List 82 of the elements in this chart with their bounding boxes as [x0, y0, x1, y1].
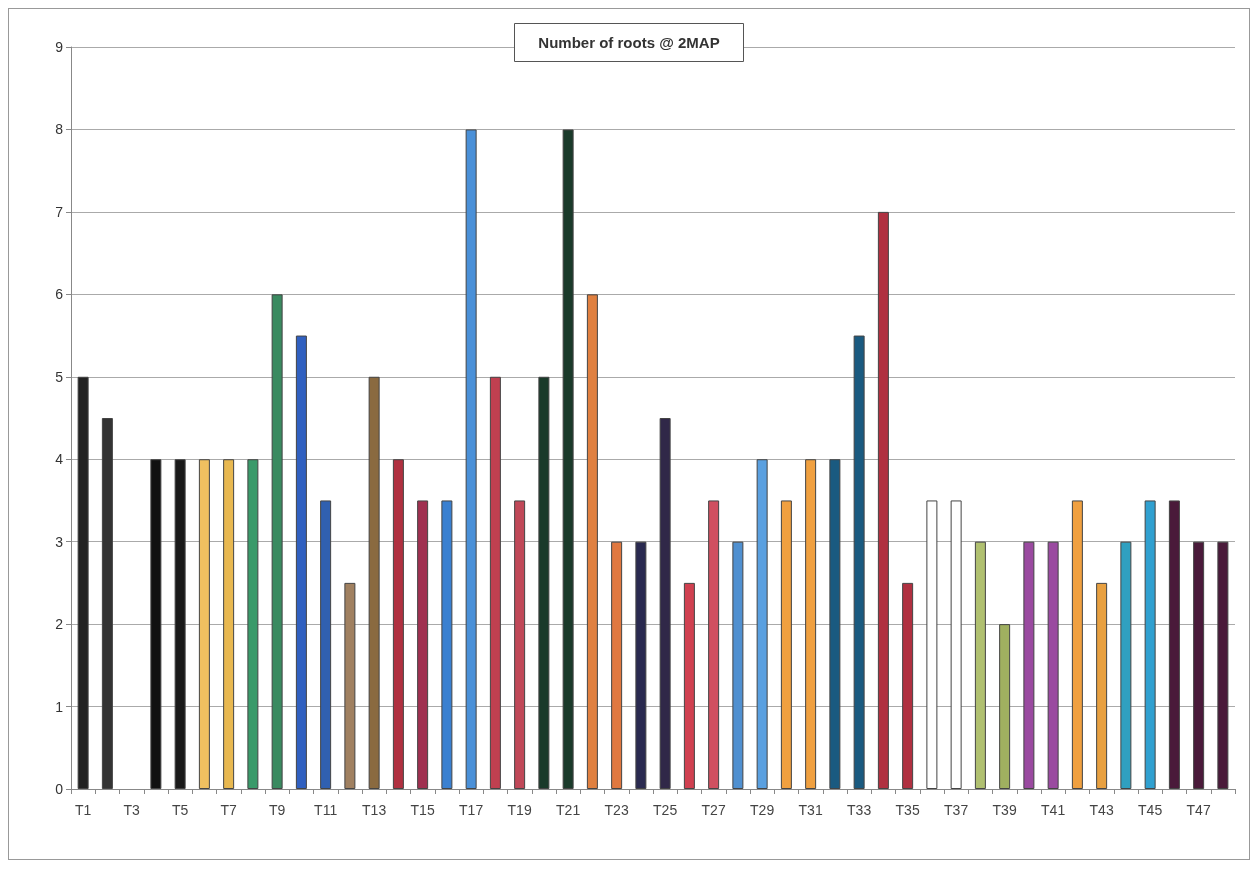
- x-tick-label: T27: [701, 802, 726, 818]
- bar: [465, 129, 477, 789]
- bar: [829, 459, 841, 789]
- x-tick-label: T5: [171, 802, 189, 818]
- x-tick-label: T19: [507, 802, 532, 818]
- chart-title: Number of roots @ 2MAP: [538, 34, 720, 51]
- bar: [586, 294, 598, 789]
- bar: [950, 500, 962, 789]
- bar: [174, 459, 186, 789]
- x-tick-label: T33: [847, 802, 872, 818]
- bar: [659, 418, 671, 789]
- bar: [417, 500, 429, 789]
- bar: [1071, 500, 1083, 789]
- bar: [295, 335, 307, 789]
- bar: [223, 459, 235, 789]
- x-tick-label: T9: [268, 802, 286, 818]
- bar: [853, 335, 865, 789]
- y-tick-label: 3: [55, 533, 64, 550]
- x-tick-label: T3: [123, 802, 140, 818]
- bar: [732, 541, 744, 789]
- bar: [780, 500, 792, 789]
- bar: [756, 459, 768, 789]
- bar: [271, 294, 283, 789]
- bar: [77, 376, 89, 789]
- bar: [1047, 541, 1059, 789]
- bar: [974, 541, 986, 789]
- x-tick-label: T17: [459, 802, 484, 818]
- bar: [538, 376, 550, 789]
- x-tick-label: T29: [750, 802, 775, 818]
- bar: [1217, 541, 1229, 789]
- bar: [1193, 541, 1205, 789]
- bar: [441, 500, 453, 789]
- y-tick-label: 9: [55, 39, 64, 55]
- bar: [1120, 541, 1132, 789]
- y-tick-label: 6: [55, 286, 64, 303]
- bar: [708, 500, 720, 789]
- x-tick-label: T35: [895, 802, 920, 818]
- x-tick-label: T7: [220, 802, 237, 818]
- x-tick-label: T31: [798, 802, 823, 818]
- bar: [562, 129, 574, 789]
- bar: [198, 459, 210, 789]
- x-tick-label: T37: [944, 802, 969, 818]
- bar: [1023, 541, 1035, 789]
- x-tick-label: T47: [1186, 802, 1211, 818]
- bar: [150, 459, 162, 789]
- bar: [101, 418, 113, 789]
- y-tick-label: 4: [55, 451, 64, 468]
- x-tick-label: T13: [362, 802, 387, 818]
- x-tick-label: T39: [992, 802, 1017, 818]
- x-tick-label: T21: [556, 802, 581, 818]
- y-tick-label: 1: [55, 698, 64, 715]
- bar: [877, 211, 889, 789]
- x-tick-label: T41: [1041, 802, 1066, 818]
- bar: [247, 459, 259, 789]
- bar: [1096, 582, 1108, 789]
- x-tick-label: T45: [1138, 802, 1163, 818]
- x-tick-label: T43: [1089, 802, 1114, 818]
- x-tick-label: T25: [653, 802, 678, 818]
- y-tick-label: 8: [55, 121, 64, 138]
- y-tick-label: 5: [55, 368, 64, 385]
- bar: [635, 541, 647, 789]
- bar: [320, 500, 332, 789]
- bar: [805, 459, 817, 789]
- bar: [514, 500, 526, 789]
- x-tick-label: T23: [604, 802, 629, 818]
- y-tick-label: 7: [55, 203, 64, 220]
- bar: [926, 500, 938, 789]
- bar: [999, 624, 1011, 789]
- y-tick-label: 0: [55, 781, 64, 797]
- bar: [392, 459, 404, 789]
- bar: [1168, 500, 1180, 789]
- x-tick-label: T15: [410, 802, 435, 818]
- bar: [611, 541, 623, 789]
- bar: [344, 582, 356, 789]
- bar: [902, 582, 914, 789]
- x-tick-label: T11: [314, 802, 338, 818]
- y-tick-label: 2: [55, 616, 64, 633]
- bar: [368, 376, 380, 789]
- bar: [1144, 500, 1156, 789]
- bar: [489, 376, 501, 789]
- bar: [683, 582, 695, 789]
- x-tick-label: T1: [74, 802, 92, 818]
